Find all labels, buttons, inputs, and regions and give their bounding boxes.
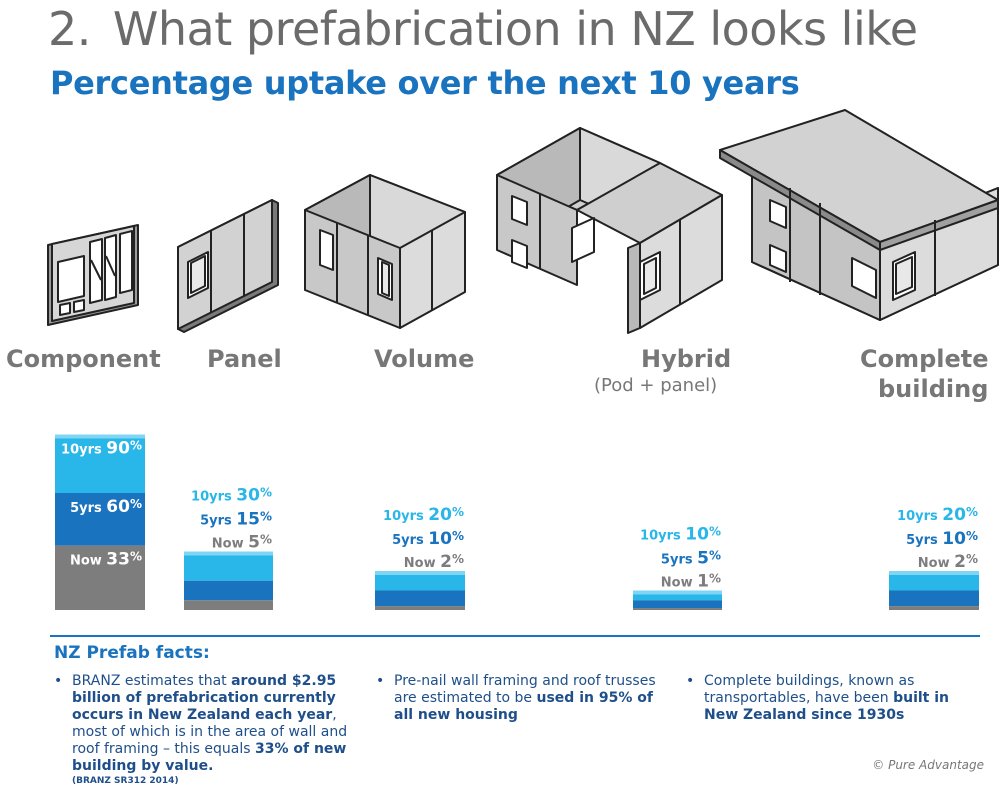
complete-building-illustration — [719, 109, 999, 321]
bar-now-hybrid — [633, 608, 722, 610]
bullet: • — [376, 673, 385, 689]
label-10yrs-hybrid: 10yrs 10% — [640, 525, 721, 545]
hybrid-illustration — [496, 127, 723, 334]
bar-now-component — [55, 545, 145, 610]
bar-10yrs-highlight-panel — [184, 551, 273, 556]
label-now-panel: Now 5% — [212, 533, 272, 553]
bar-10yrs-highlight-volume — [375, 571, 465, 575]
bar-5yrs-panel — [184, 580, 273, 601]
bar-now-panel — [184, 600, 273, 610]
category-label-complete: Complete — [860, 345, 989, 373]
panel-illustration — [177, 199, 279, 333]
volume-illustration — [304, 174, 466, 329]
label-5yrs-panel: 5yrs 15% — [200, 510, 272, 530]
prefab-illustrations — [47, 109, 999, 334]
label-now-component: Now 33% — [70, 550, 142, 570]
category-label-hybrid: Hybrid — [641, 345, 732, 373]
component-illustration — [47, 224, 139, 326]
bar-10yrs-highlight-component — [55, 434, 145, 439]
label-now-volume: Now 2% — [404, 552, 464, 572]
bar-now-volume — [375, 606, 465, 610]
facts-divider — [50, 635, 980, 637]
category-label-component: Component — [6, 345, 161, 373]
fact-item: • Complete buildings, known as transport… — [686, 673, 950, 723]
bar-10yrs-volume — [375, 571, 465, 591]
copyright: © Pure Advantage — [872, 758, 984, 772]
label-5yrs-volume: 5yrs 10% — [392, 529, 464, 549]
label-now-complete-building: Now 2% — [918, 552, 978, 572]
bar-5yrs-complete-building — [889, 590, 979, 607]
bar-5yrs-component — [55, 493, 145, 546]
label-10yrs-complete-building: 10yrs 20% — [897, 505, 978, 525]
page-subtitle: Percentage uptake over the next 10 years — [50, 64, 800, 102]
bar-10yrs-panel — [184, 551, 273, 581]
category-sub-hybrid: (Pod + panel) — [594, 375, 718, 396]
page-title: 2. What prefabrication in NZ looks like — [48, 2, 918, 56]
bar-10yrs-hybrid — [633, 590, 722, 601]
bar-5yrs-volume — [375, 590, 465, 607]
label-now-hybrid: Now 1% — [661, 572, 721, 592]
fact-item: • BRANZ estimates that around $2.95 bill… — [54, 673, 359, 787]
bar-5yrs-hybrid — [633, 600, 722, 609]
label-10yrs-volume: 10yrs 20% — [383, 505, 464, 525]
category-label-panel: Panel — [207, 345, 282, 373]
label-5yrs-hybrid: 5yrs 5% — [661, 549, 721, 569]
label-10yrs-panel: 10yrs 30% — [191, 486, 272, 506]
bar-10yrs-complete-building — [889, 571, 979, 591]
label-5yrs-complete-building: 5yrs 10% — [906, 529, 978, 549]
bar-10yrs-highlight-complete-building — [889, 571, 979, 575]
label-5yrs-component: 5yrs 60% — [70, 497, 142, 517]
bar-10yrs-highlight-hybrid — [633, 590, 722, 595]
bar-10yrs-component — [55, 434, 145, 493]
bullet: • — [686, 673, 695, 689]
bullet: • — [54, 673, 63, 689]
bar-now-complete-building — [889, 606, 979, 610]
citation: (BRANZ SR312 2014) — [72, 776, 179, 786]
category-label-complete-line2: building — [878, 375, 989, 403]
fact-item: • Pre-nail wall framing and roof trusses… — [376, 673, 656, 723]
label-10yrs-component: 10yrs 90% — [61, 439, 142, 459]
facts-heading: NZ Prefab facts: — [54, 643, 210, 663]
category-label-volume: Volume — [374, 345, 475, 373]
